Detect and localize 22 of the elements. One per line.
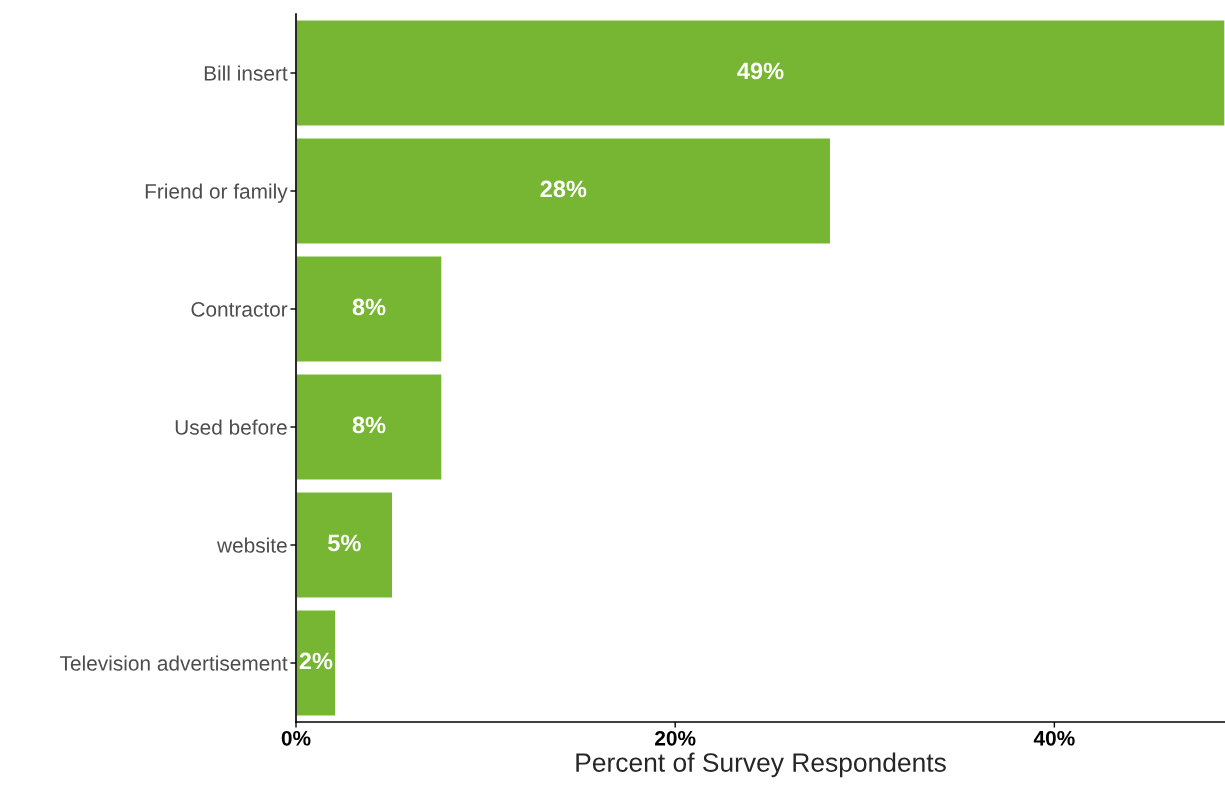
data-label: 2% <box>299 652 333 670</box>
x-tick-label: 0% <box>281 730 311 746</box>
y-tick-label: Contractor <box>191 302 288 317</box>
data-label: 5% <box>328 534 361 552</box>
y-tick-label: Friend or family <box>145 183 288 203</box>
data-label: 28% <box>540 180 587 198</box>
y-tick-label: Used before <box>175 419 287 435</box>
x-tick-label: 40% <box>1033 730 1075 746</box>
data-label: 49% <box>737 62 784 80</box>
y-tick-label: website <box>217 537 287 553</box>
bar <box>296 19 1225 127</box>
bar <box>296 137 832 245</box>
x-axis-title: Percent of Survey Respondents <box>576 752 946 778</box>
bar <box>296 255 443 363</box>
bar <box>296 609 337 717</box>
y-tick-label: Bill insert <box>204 65 288 81</box>
data-label: 8% <box>352 298 386 316</box>
x-tick-label: 20% <box>655 730 696 746</box>
bar <box>296 373 443 481</box>
y-tick-label: Television advertisement <box>60 655 288 671</box>
data-label: 8% <box>352 416 386 434</box>
bar <box>296 491 394 599</box>
